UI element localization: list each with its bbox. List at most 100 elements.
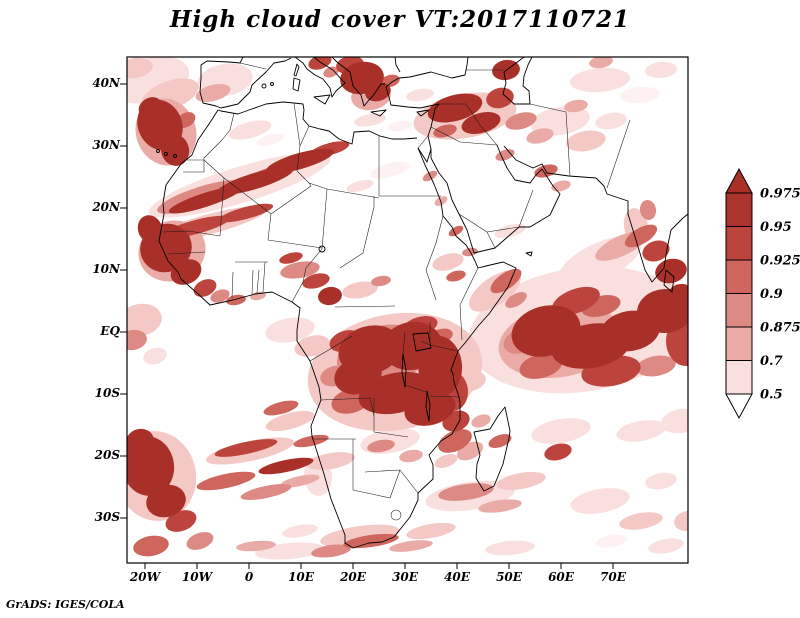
cloud-blob — [438, 429, 472, 453]
cloud-blob — [505, 292, 527, 308]
country-border-layer — [163, 62, 631, 521]
cloud-blob — [461, 112, 501, 134]
canary-island — [156, 149, 160, 153]
cloud-blob — [343, 533, 399, 549]
cloud-blob — [399, 449, 423, 463]
cloud-blob — [496, 472, 546, 490]
cloud-blob — [661, 408, 688, 434]
cloud-blob — [595, 112, 627, 130]
lake-tanganyika — [401, 353, 407, 388]
colorbar-segment — [725, 360, 753, 395]
cloud-blob — [478, 499, 522, 513]
cloud-blob — [488, 434, 512, 448]
cloud-blob — [258, 457, 314, 475]
canary-island — [164, 152, 168, 156]
cloud-blob — [620, 86, 660, 104]
colorbar-segment — [725, 192, 753, 227]
cloud-blob — [433, 124, 457, 138]
cloud-blob — [595, 534, 627, 548]
cloud-blob — [448, 225, 464, 237]
iran-india-coastline — [503, 145, 688, 283]
lesotho-border — [390, 509, 402, 521]
corsica — [293, 63, 300, 77]
balearic-island — [270, 82, 274, 86]
blacksea-west-coastline — [394, 57, 401, 73]
cloud-blob — [389, 540, 433, 552]
africa-coastline — [158, 109, 517, 549]
cloud-blob — [639, 200, 657, 220]
italy-coastline — [294, 57, 346, 98]
cloud-blob — [406, 522, 456, 540]
sardinia — [292, 77, 301, 92]
cloud-blob — [354, 113, 386, 127]
turkey-coastline — [385, 57, 469, 109]
cloud-blob — [186, 532, 214, 550]
cloud-blob — [127, 303, 162, 337]
cloud-blob — [427, 93, 483, 123]
cloud-blob — [307, 452, 355, 470]
cloud-blob — [311, 544, 351, 558]
cloud-blob — [265, 410, 315, 432]
cloud-blob — [137, 215, 163, 243]
cloud-blob — [228, 120, 272, 140]
cloud-blob — [282, 524, 318, 538]
cloud-blob — [551, 180, 571, 192]
arabia-coastline — [430, 144, 561, 254]
cloud-blob — [446, 270, 466, 282]
cloud-blob — [256, 133, 284, 147]
cloud-blob — [388, 120, 412, 132]
colorbar-label: 0.975 — [760, 187, 800, 202]
colorbar-segment — [725, 226, 753, 261]
cloud-blob — [318, 286, 342, 306]
cloud-blob — [566, 130, 606, 152]
colorbar-label: 0.875 — [760, 321, 800, 336]
cloud-shading-layer — [127, 57, 688, 560]
cloud-blob — [645, 61, 677, 79]
colorbar-segment — [725, 293, 753, 328]
cloud-blob — [624, 224, 658, 248]
cloud-blob — [471, 414, 491, 428]
plot-title: High cloud cover VT:2017110721 — [169, 6, 631, 33]
cloud-blob — [138, 97, 162, 117]
cloud-blob — [544, 443, 572, 461]
colorbar-label: 0.5 — [760, 388, 783, 403]
cloud-blob — [531, 418, 591, 444]
cloud-blob — [133, 535, 169, 557]
colorbar: 0.975 0.95 0.925 0.9 0.875 0.7 0.5 — [725, 167, 800, 420]
canary-island — [173, 154, 177, 158]
cloud-blob — [236, 540, 276, 552]
balearic-island — [261, 83, 267, 89]
cloud-blob — [280, 261, 320, 279]
cloud-blob — [293, 434, 329, 448]
colorbar-label: 0.9 — [760, 287, 783, 302]
cloud-blob — [240, 484, 292, 500]
cloud-blob — [589, 57, 613, 69]
cyprus — [416, 109, 430, 117]
cloud-blob — [334, 357, 382, 395]
cloud-blob — [127, 329, 147, 351]
cloud-blob — [636, 355, 676, 377]
cloud-blob — [127, 428, 154, 454]
cloud-blob — [323, 66, 339, 78]
cloud-blob — [280, 474, 320, 488]
cloud-blob — [265, 317, 315, 343]
cloud-blob — [642, 240, 670, 262]
colorbar-top-triangle — [725, 167, 753, 194]
cloud-blob — [486, 87, 514, 109]
cloud-blob — [214, 439, 278, 457]
axis-ticks — [120, 83, 614, 569]
cloud-blob — [160, 134, 190, 166]
cloud-blob — [674, 510, 688, 532]
cloud-blob — [570, 488, 630, 514]
cloud-blob — [490, 268, 522, 294]
cloud-blob — [371, 275, 391, 287]
colorbar-bottom-triangle — [725, 393, 753, 420]
cloud-blob — [438, 483, 494, 501]
madagascar — [473, 406, 511, 492]
cloud-blob — [193, 279, 217, 297]
crete — [370, 109, 387, 117]
cloud-blob — [266, 148, 334, 174]
cloud-blob — [616, 420, 666, 442]
